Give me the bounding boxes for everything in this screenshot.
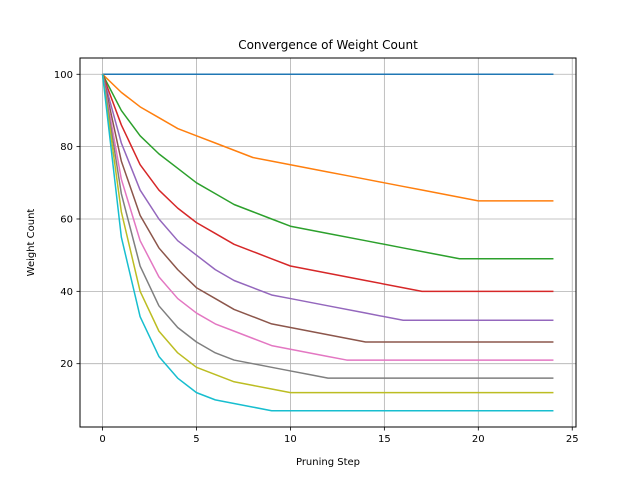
y-tick-label: 20 (60, 359, 73, 370)
x-tick-label: 5 (193, 434, 199, 445)
series-line-4 (101, 74, 554, 293)
series-line-7 (101, 74, 554, 361)
x-axis-label: Pruning Step (296, 457, 360, 468)
y-tick-label: 40 (60, 287, 73, 298)
plot-area: 0 5 10 15 20 25 20 40 60 80 100 (54, 57, 579, 445)
x-tick-label: 20 (472, 434, 485, 445)
axes-frame (79, 57, 577, 428)
y-axis-label: Weight Count (26, 209, 37, 277)
x-tick-label: 15 (378, 434, 391, 445)
series-line-6 (101, 74, 554, 343)
chart-title: Convergence of Weight Count (238, 38, 418, 52)
y-tick-label: 80 (60, 142, 73, 153)
y-tick-label: 100 (54, 70, 73, 81)
ticks: 0 5 10 15 20 25 20 40 60 80 100 (54, 70, 579, 445)
series-line-5 (101, 74, 554, 322)
x-tick-label: 10 (284, 434, 297, 445)
series-line-2 (102, 73, 554, 202)
y-tick-label: 60 (60, 214, 73, 225)
series-line-9 (101, 74, 554, 394)
x-tick-label: 25 (566, 434, 579, 445)
series-line-10 (101, 74, 554, 412)
series-line-3 (101, 73, 554, 260)
x-tick-label: 0 (99, 434, 105, 445)
series-group (101, 73, 554, 412)
series-line-8 (101, 74, 554, 379)
